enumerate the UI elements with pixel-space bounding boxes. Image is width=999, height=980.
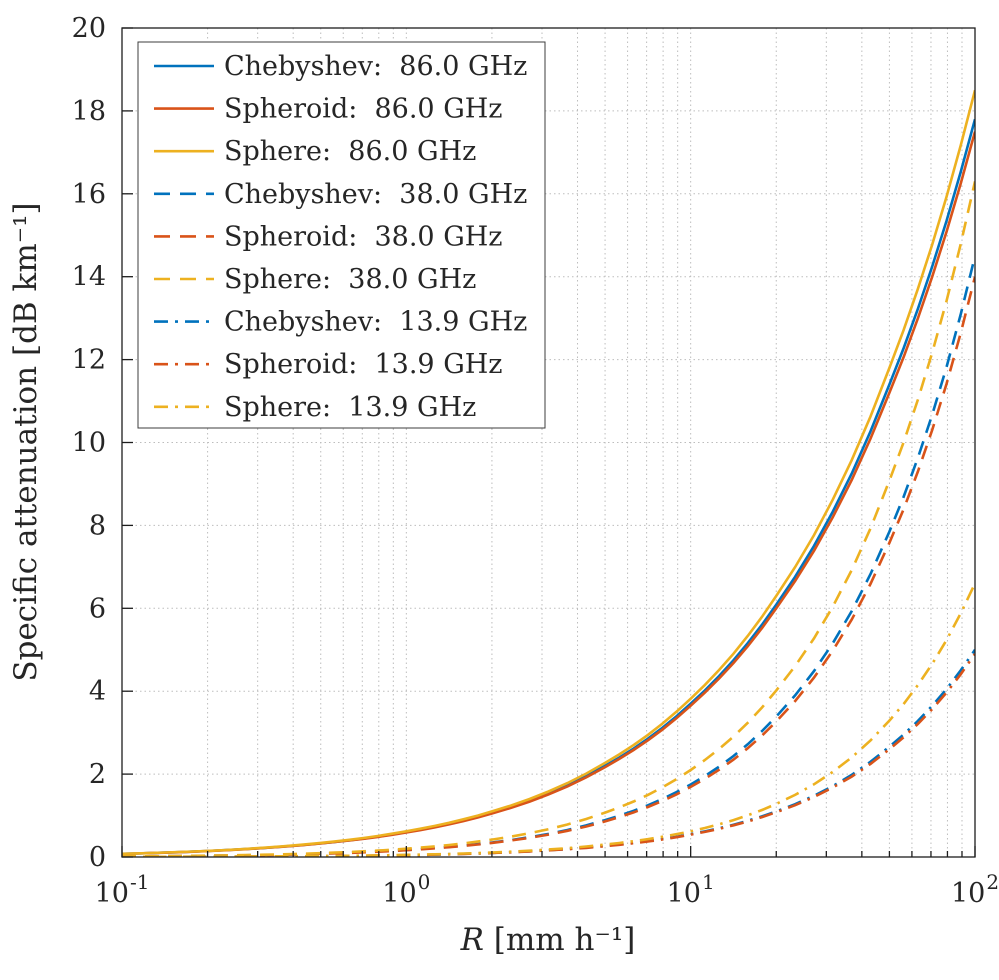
x-tick-label: 10-1 xyxy=(95,870,150,909)
legend-label: Chebyshev: 13.9 GHz xyxy=(224,307,527,338)
series-line-2 xyxy=(122,89,975,856)
x-axis-label: R [mm h⁻¹] xyxy=(460,922,636,958)
legend-label: Spheroid: 13.9 GHz xyxy=(224,349,503,380)
x-tick-label: 101 xyxy=(667,870,715,909)
legend-label: Chebyshev: 86.0 GHz xyxy=(224,51,527,82)
series-line-8 xyxy=(122,582,975,857)
y-tick-label: 4 xyxy=(89,676,106,707)
legend-box xyxy=(137,41,546,429)
legend: Chebyshev: 86.0 GHz Spheroid: 86.0 GHz Sph… xyxy=(137,41,546,429)
y-tick-label: 20 xyxy=(72,13,106,44)
y-tick-label: 18 xyxy=(72,96,106,127)
legend-label: Sphere: 86.0 GHz xyxy=(224,136,476,167)
plot-dynamic-layer: 0 2 4 6 8 10 12 14 16 18 20 10-1 100 101 102 Chebyshev:… xyxy=(72,13,999,909)
grid xyxy=(122,28,975,857)
y-tick-label: 6 xyxy=(89,593,106,624)
x-axis-units: [mm h⁻¹] xyxy=(484,922,635,958)
y-tick-label: 8 xyxy=(89,510,106,541)
legend-label: Spheroid: 86.0 GHz xyxy=(224,94,503,125)
y-tick-label: 12 xyxy=(72,345,106,376)
y-tick-label: 10 xyxy=(72,428,106,459)
legend-label: Sphere: 38.0 GHz xyxy=(224,264,476,295)
y-axis-label: Specific attenuation [dB km⁻¹] xyxy=(8,202,44,681)
legend-label: Chebyshev: 38.0 GHz xyxy=(224,179,527,210)
tick-labels: 0 2 4 6 8 10 12 14 16 18 20 10-1 100 101 102 xyxy=(72,13,999,909)
x-tick-label: 100 xyxy=(382,870,430,909)
x-tick-label: 102 xyxy=(951,870,999,909)
series-group xyxy=(122,89,975,857)
y-tick-label: 14 xyxy=(72,262,106,293)
series-line-6 xyxy=(122,649,975,857)
ticks xyxy=(121,27,976,858)
series-line-5 xyxy=(122,181,975,857)
y-tick-label: 0 xyxy=(89,842,106,873)
y-tick-label: 16 xyxy=(72,179,106,210)
y-tick-label: 2 xyxy=(89,759,106,790)
series-line-7 xyxy=(122,653,975,857)
legend-label: Sphere: 13.9 GHz xyxy=(224,392,476,423)
legend-label: Spheroid: 38.0 GHz xyxy=(224,221,503,252)
x-axis-variable: R xyxy=(460,922,484,958)
